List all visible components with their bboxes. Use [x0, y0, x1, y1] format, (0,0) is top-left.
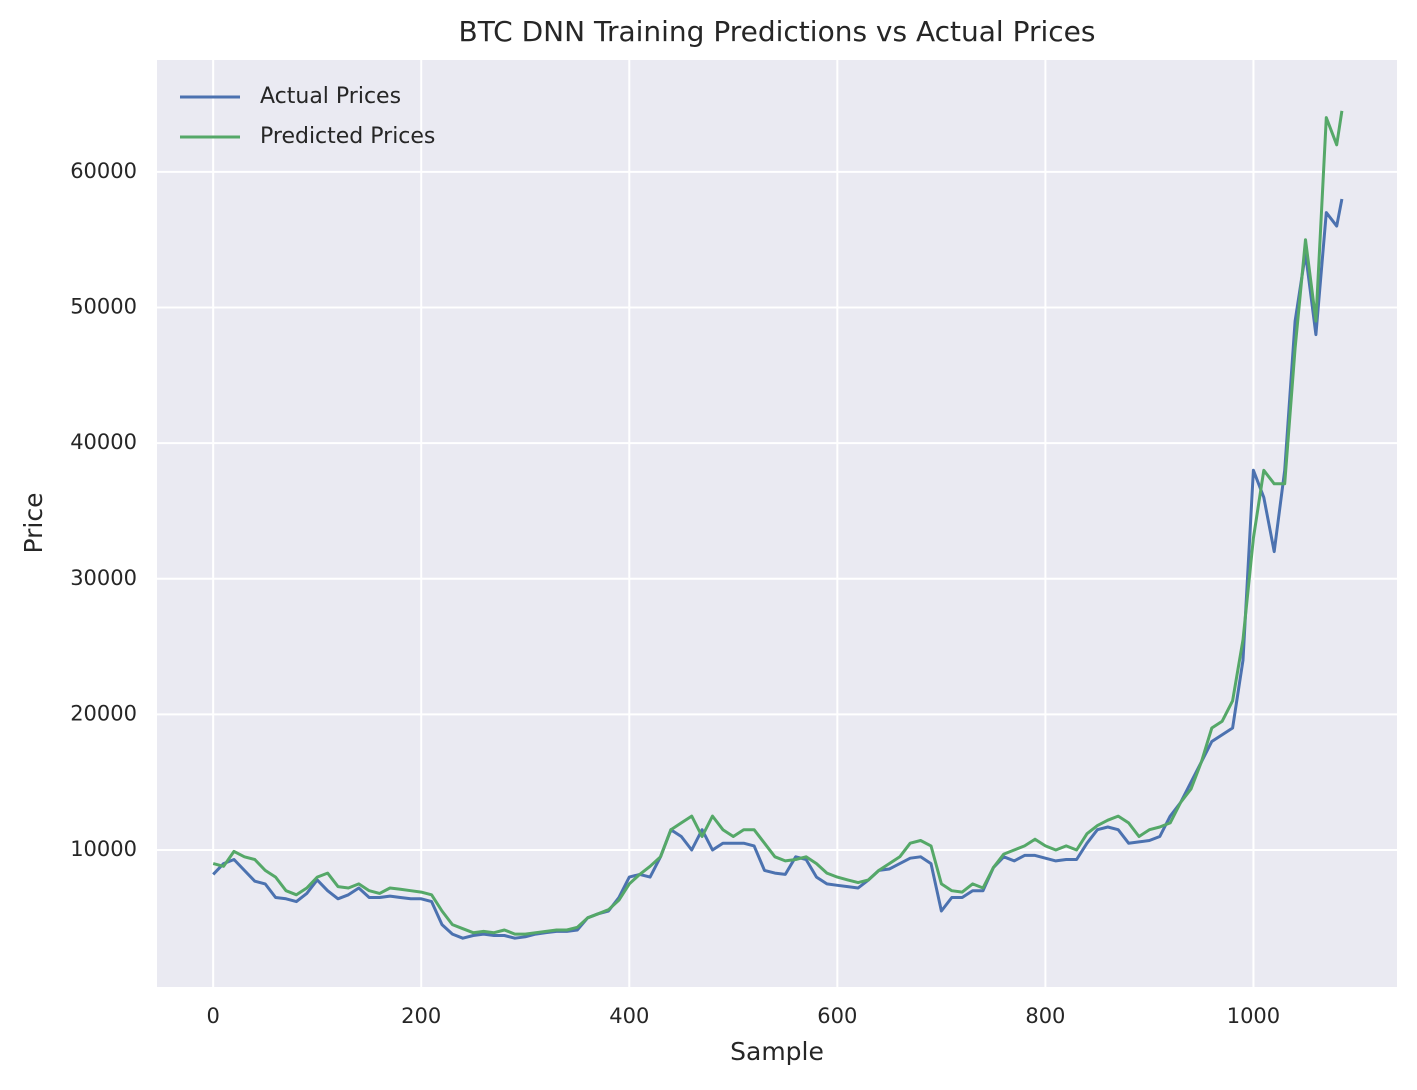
- legend-label: Predicted Prices: [260, 124, 435, 149]
- line: [212, 110, 1344, 936]
- y-tick-label: 20000: [70, 701, 137, 725]
- x-tick-label: 0: [206, 1004, 219, 1028]
- x-tick-label: 1000: [1227, 1004, 1280, 1028]
- x-tick-label: 400: [609, 1004, 649, 1028]
- x-tick-label: 800: [1025, 1004, 1065, 1028]
- y-tick-label: 10000: [70, 837, 137, 861]
- line: [212, 198, 1344, 940]
- y-axis-label: Price: [19, 493, 48, 554]
- legend-label: Actual Prices: [260, 84, 401, 109]
- chart-title: BTC DNN Training Predictions vs Actual P…: [458, 15, 1095, 48]
- y-tick-label: 40000: [70, 430, 137, 454]
- plot-area: [157, 60, 1397, 987]
- y-tick-label: 30000: [70, 566, 137, 590]
- x-tick-label: 200: [401, 1004, 441, 1028]
- y-tick-label: 60000: [70, 159, 137, 183]
- x-axis-label: Sample: [730, 1037, 824, 1066]
- x-tick-label: 600: [817, 1004, 857, 1028]
- y-tick-label: 50000: [70, 295, 137, 319]
